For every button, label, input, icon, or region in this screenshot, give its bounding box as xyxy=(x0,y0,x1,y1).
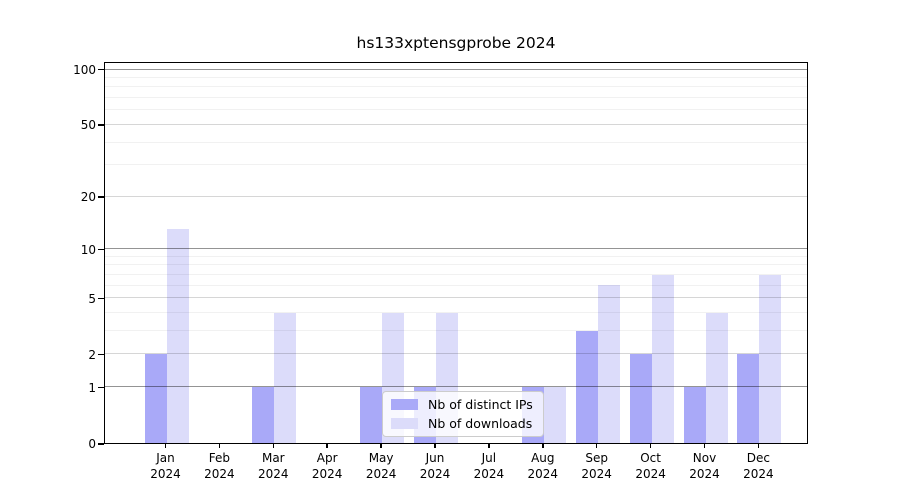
x-tick-label-jul: Jul 2024 xyxy=(473,451,505,481)
x-tick-mark-mar xyxy=(272,444,275,448)
y-tick-label-50: 50 xyxy=(80,118,96,133)
bar-ips-may xyxy=(360,386,383,443)
x-tick-mark-dec xyxy=(757,444,760,448)
y-tick-label-1: 1 xyxy=(88,380,96,395)
x-tick-label-oct: Oct 2024 xyxy=(635,451,666,481)
x-tick-mark-nov xyxy=(703,444,706,448)
y-tick-label-10: 10 xyxy=(80,242,96,257)
x-tick-mark-aug xyxy=(542,444,544,448)
x-tick-label-mar: Mar 2024 xyxy=(258,451,289,481)
plot-area: Nb of distinct IPs Nb of downloads xyxy=(104,62,808,444)
x-tick-mark-jun xyxy=(434,444,436,448)
bar-ips-sep xyxy=(575,330,598,443)
x-tick-label-aug: Aug 2024 xyxy=(527,451,559,481)
y-tick-mark-0 xyxy=(98,443,104,445)
x-tick-label-jan: Jan 2024 xyxy=(150,451,181,481)
y-tick-mark-5 xyxy=(98,297,104,300)
x-tick-label-feb: Feb 2024 xyxy=(204,451,235,481)
bar-ips-jan xyxy=(144,354,167,443)
y-tick-label-20: 20 xyxy=(80,190,96,205)
x-tick-label-dec: Dec 2024 xyxy=(743,451,774,481)
bar-ips-nov xyxy=(683,386,706,443)
x-tick-label-may: May 2024 xyxy=(365,451,397,481)
x-tick-label-apr: Apr 2024 xyxy=(311,451,343,481)
legend-item-distinct-ips: Nb of distinct IPs xyxy=(391,397,533,412)
y-tick-mark-1 xyxy=(98,386,104,389)
y-tick-label-100: 100 xyxy=(73,62,96,77)
y-tick-mark-10 xyxy=(98,248,104,251)
bar-ips-dec xyxy=(737,354,760,443)
y-tick-label-0: 0 xyxy=(88,437,96,451)
y-tick-mark-100 xyxy=(98,68,104,71)
y-tick-mark-50 xyxy=(98,124,104,126)
x-tick-mark-sep xyxy=(595,444,598,448)
x-tick-mark-may xyxy=(380,444,382,448)
bar-downloads-sep xyxy=(597,285,620,443)
bar-downloads-jan xyxy=(166,229,189,443)
x-tick-mark-jul xyxy=(488,444,490,448)
bars-layer xyxy=(105,63,807,443)
legend-swatch-downloads xyxy=(391,418,418,429)
bar-downloads-oct xyxy=(651,274,674,443)
legend: Nb of distinct IPs Nb of downloads xyxy=(382,391,544,437)
x-tick-mark-apr xyxy=(326,444,328,448)
y-tick-mark-20 xyxy=(98,196,104,198)
bar-downloads-dec xyxy=(759,274,782,443)
y-tick-label-5: 5 xyxy=(88,291,96,306)
bar-downloads-mar xyxy=(274,312,297,443)
chart-title: hs133xptensgprobe 2024 xyxy=(356,34,556,52)
x-tick-label-nov: Nov 2024 xyxy=(689,451,720,481)
legend-item-downloads: Nb of downloads xyxy=(391,416,533,431)
x-tick-mark-oct xyxy=(649,444,652,448)
bar-ips-oct xyxy=(629,354,652,443)
x-tick-mark-feb xyxy=(218,444,221,448)
bar-ips-mar xyxy=(252,386,275,443)
y-tick-mark-2 xyxy=(98,353,104,356)
bar-downloads-aug xyxy=(543,386,566,443)
x-tick-label-jun: Jun 2024 xyxy=(419,451,451,481)
bar-downloads-nov xyxy=(705,312,728,443)
legend-label-downloads: Nb of downloads xyxy=(428,416,533,431)
legend-swatch-distinct-ips xyxy=(391,399,418,410)
x-tick-mark-jan xyxy=(164,444,167,448)
y-tick-label-2: 2 xyxy=(88,347,96,362)
legend-label-distinct-ips: Nb of distinct IPs xyxy=(428,397,533,412)
x-tick-label-sep: Sep 2024 xyxy=(581,451,612,481)
